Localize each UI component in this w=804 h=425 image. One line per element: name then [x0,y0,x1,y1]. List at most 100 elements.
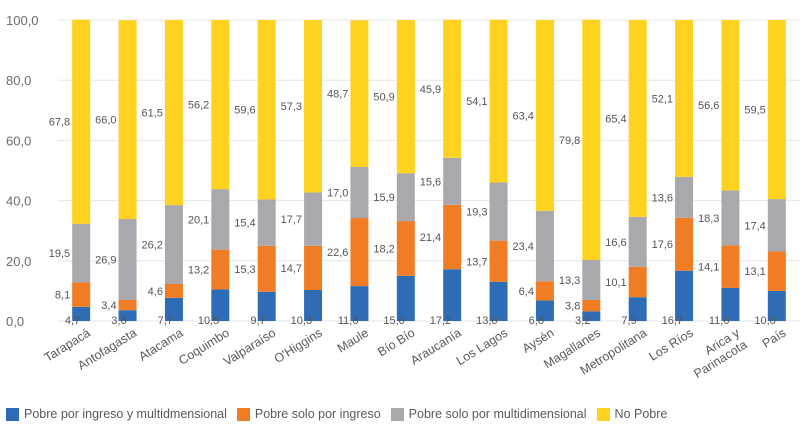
bar-segment [211,289,230,321]
data-label: 79,8 [559,135,580,147]
bar-segment [304,245,323,290]
bar-segment [396,275,415,321]
bar-segment [767,251,786,291]
data-label: 16,6 [605,237,626,249]
data-label: 18,2 [373,243,394,255]
bar-segment [535,281,554,301]
bar-segment [443,269,462,321]
bar-segment [628,266,647,298]
data-label: 26,9 [95,254,116,266]
data-label: 10,0 [754,315,775,327]
bar-segment [489,19,508,183]
bar-segment [164,20,183,206]
data-label: 10,1 [605,277,626,289]
data-label: 52,1 [652,93,673,105]
y-tick-label: 40,0 [6,194,31,209]
data-label: 13,7 [466,256,487,268]
bar-segment [443,19,462,158]
chart-legend: Pobre por ingreso y multidmensional Pobre… [0,403,804,425]
data-label: 56,6 [698,100,719,112]
y-tick-label: 80,0 [6,73,31,88]
x-tick-label: Valparaíso [221,326,278,369]
data-label: 59,6 [234,105,255,117]
data-label: 54,1 [466,96,487,108]
bar-segment [257,199,276,246]
data-label: 3,2 [575,315,590,327]
data-label: 15,0 [383,315,404,327]
data-label: 17,2 [430,315,451,327]
data-label: 13,0 [476,315,497,327]
bar-segment [489,240,508,282]
data-label: 50,9 [373,92,394,104]
data-label: 17,4 [744,220,765,232]
bar-segment [304,192,323,246]
legend-swatch [6,407,19,421]
bar-segment [721,20,740,191]
data-label: 19,5 [49,248,70,260]
bar-segment [72,223,91,283]
bar-segment [72,19,91,224]
bar-segment [675,270,694,321]
bar-segment [582,19,601,260]
bar-segment [164,205,183,284]
bar-segment [396,221,415,276]
data-label: 61,5 [142,108,163,120]
bar-segment [396,20,415,174]
y-tick-label: 0,0 [6,314,24,329]
bar-segment [721,190,740,246]
data-label: 13,6 [652,192,673,204]
bar-segment [350,20,369,167]
data-label: 57,3 [281,101,302,113]
data-label: 6,8 [529,315,544,327]
data-label: 13,1 [744,266,765,278]
bar-segment [489,281,508,321]
data-label: 14,1 [698,262,719,274]
x-tick-label: Los Ríos [646,326,695,364]
legend-label: Pobre solo por ingreso [254,407,381,421]
bar-segment [535,300,554,321]
x-tick-label: Aysén [520,326,557,356]
data-label: 66,0 [95,115,116,127]
bar-segment [257,291,276,321]
data-label: 59,5 [744,105,765,117]
bar-segment [118,299,137,311]
x-tick-label: O'Higgins [272,326,325,366]
data-label: 20,1 [188,214,209,226]
x-tick-label: Arica yParinacota [684,325,750,381]
legend-label: Pobre solo por multidimensional [408,407,587,421]
bar-segment [767,290,786,321]
data-label: 14,7 [281,263,302,275]
data-label: 7,9 [621,315,636,327]
bar-segment [675,20,694,177]
data-label: 16,7 [662,315,683,327]
legend-item: Pobre solo por multidimensional [390,407,587,421]
bar-segment [164,283,183,298]
data-label: 48,7 [327,89,348,101]
data-label: 11,0 [709,315,730,327]
bar-segment [211,189,230,250]
data-label: 6,4 [519,286,534,298]
data-label: 17,7 [281,214,302,226]
y-tick-label: 60,0 [6,133,31,148]
legend-label: Pobre por ingreso y multidmensional [24,407,227,421]
bar-segment [535,210,554,282]
data-label: 21,4 [420,232,441,244]
bar-segment [535,20,554,211]
bar-segment [675,176,694,218]
legend-swatch [596,407,610,421]
data-label: 15,4 [234,218,255,230]
data-label: 45,9 [420,84,441,96]
legend-label: No Pobre [614,407,668,421]
bar-segment [118,20,137,219]
data-label: 15,3 [234,264,255,276]
data-label: 3,8 [565,301,580,313]
data-label: 11,6 [338,315,359,327]
bar-segment [767,20,786,200]
bar-segment [721,287,740,321]
bar-segment [257,20,276,200]
legend-item: No Pobre [596,407,668,421]
bar-segment [350,286,369,321]
bar-segment [72,282,91,307]
legend-item: Pobre solo por ingreso [236,407,381,421]
